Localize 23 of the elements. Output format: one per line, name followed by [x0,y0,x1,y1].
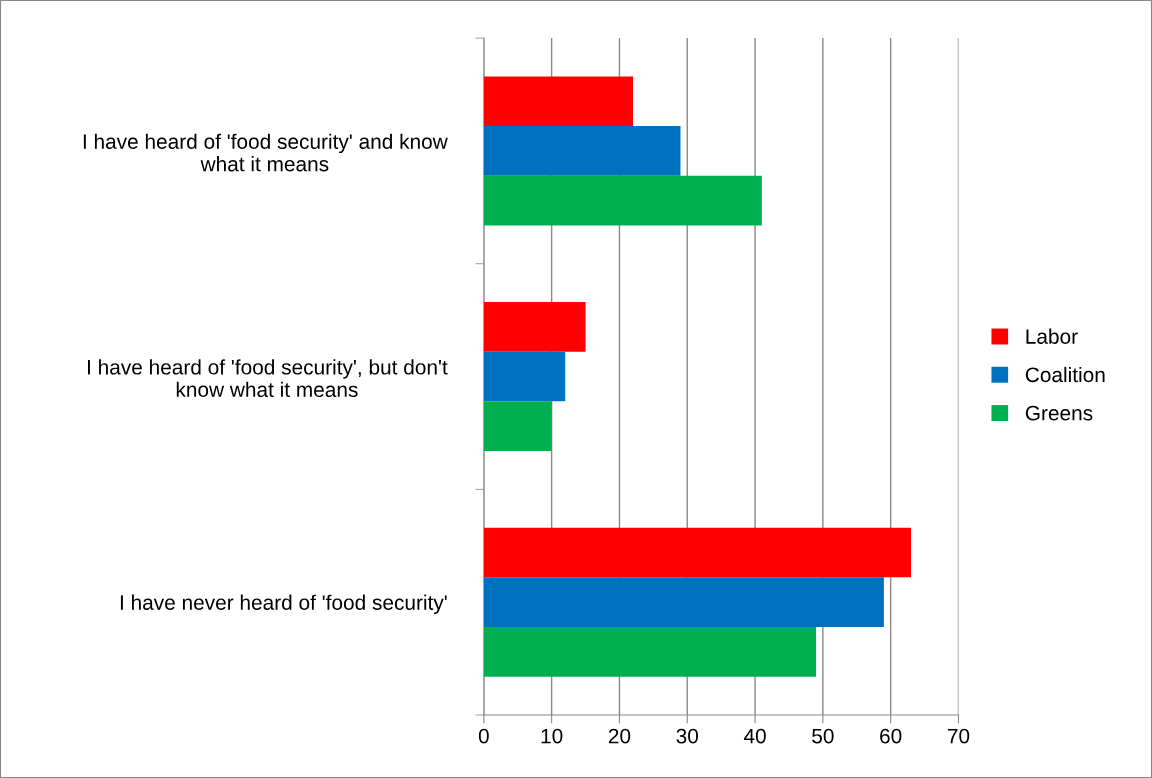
x-tick-label: 70 [947,728,970,744]
y-tick-label: I have never heard of 'food security' [120,594,447,615]
x-tick-label: 50 [812,728,834,744]
bar [483,626,817,677]
x-tick-label: 20 [608,728,631,744]
bar [483,577,884,627]
legend-label: Labor [1026,328,1078,344]
x-tick-label: 0 [478,728,489,744]
bar [483,126,681,176]
x-tick-label: 40 [743,728,766,744]
bar [483,76,634,127]
x-tick-label: 60 [880,728,902,744]
x-tick-label: 10 [541,728,563,744]
bar [483,351,566,402]
legend-label: Greens [1025,405,1093,421]
bar [483,401,552,452]
bar [483,527,911,578]
y-tick-label: I have heard of 'food security' and know what it means [83,133,448,172]
y-tick-label: I have heard of 'food security', but don't know what it means [87,359,448,398]
bar [483,302,586,352]
bar [483,175,762,226]
legend-label: Coalition [1025,366,1105,383]
x-tick-label: 30 [676,728,699,744]
